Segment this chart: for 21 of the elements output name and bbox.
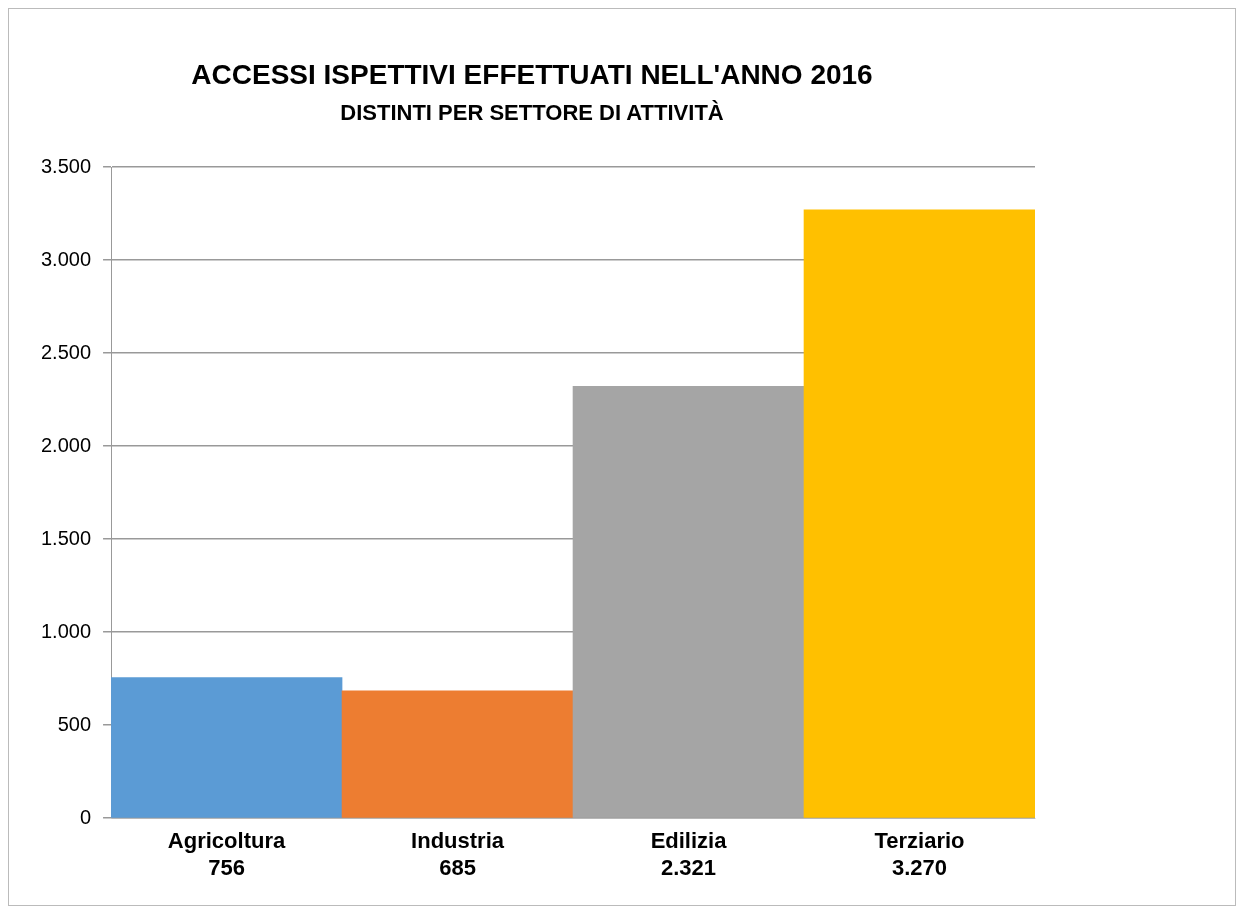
y-tick-label: 1.000 <box>40 619 92 642</box>
y-tick-label: 0 <box>79 805 92 828</box>
data-label: 685 <box>439 854 476 880</box>
chart-subtitle: DISTINTI PER SETTORE DI ATTIVITÀ <box>340 99 724 125</box>
bar <box>341 690 574 818</box>
y-tick-label: 2.500 <box>40 340 92 363</box>
y-tick-label: 500 <box>57 712 92 735</box>
y-tick-label: 3.000 <box>40 247 92 270</box>
bar <box>803 209 1035 818</box>
data-label: 756 <box>208 854 245 880</box>
chart-title: ACCESSI ISPETTIVI EFFETTUATI NELL'ANNO 2016 <box>191 58 873 90</box>
x-tick-label: Edilizia <box>650 828 728 854</box>
y-tick-label: 3.500 <box>40 154 92 177</box>
data-label: 3.270 <box>891 854 948 880</box>
bar <box>111 677 343 818</box>
x-tick-label: Industria <box>411 828 505 854</box>
x-tick-label: Agricoltura <box>167 828 286 854</box>
x-tick-label: Terziario <box>874 828 965 854</box>
data-label: 2.321 <box>660 854 717 880</box>
y-tick-label: 2.000 <box>40 433 92 456</box>
y-tick-label: 1.500 <box>40 526 92 549</box>
